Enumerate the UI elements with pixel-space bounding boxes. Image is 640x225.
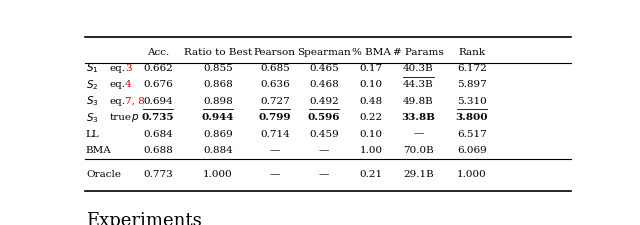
Text: —: — <box>319 170 329 179</box>
Text: 33.8B: 33.8B <box>401 113 435 122</box>
Text: —: — <box>269 146 280 155</box>
Text: 0.22: 0.22 <box>360 113 383 122</box>
Text: 0.735: 0.735 <box>141 113 174 122</box>
Text: $S_3$: $S_3$ <box>86 94 99 108</box>
Text: 1.000: 1.000 <box>203 170 233 179</box>
Text: 0.884: 0.884 <box>203 146 233 155</box>
Text: 0.17: 0.17 <box>360 64 383 73</box>
Text: 0.492: 0.492 <box>309 97 339 106</box>
Text: 0.714: 0.714 <box>260 130 290 139</box>
Text: Oracle: Oracle <box>86 170 121 179</box>
Text: 29.1B: 29.1B <box>403 170 434 179</box>
Text: Experiments: Experiments <box>86 212 202 225</box>
Text: —: — <box>413 130 424 139</box>
Text: $S_1$: $S_1$ <box>86 61 99 75</box>
Text: $S_3$: $S_3$ <box>86 111 99 124</box>
Text: 0.684: 0.684 <box>143 130 173 139</box>
Text: 1.000: 1.000 <box>457 170 486 179</box>
Text: 4: 4 <box>125 80 132 89</box>
Text: Pearson: Pearson <box>254 48 296 57</box>
Text: Rank: Rank <box>458 48 485 57</box>
Text: 40.3B: 40.3B <box>403 64 434 73</box>
Text: 0.868: 0.868 <box>203 80 233 89</box>
Text: 0.727: 0.727 <box>260 97 290 106</box>
Text: 0.48: 0.48 <box>360 97 383 106</box>
Text: 5.310: 5.310 <box>457 97 486 106</box>
Text: 0.688: 0.688 <box>143 146 173 155</box>
Text: BMA: BMA <box>86 146 112 155</box>
Text: 0.685: 0.685 <box>260 64 290 73</box>
Text: 0.465: 0.465 <box>309 64 339 73</box>
Text: —: — <box>319 146 329 155</box>
Text: LL: LL <box>86 130 100 139</box>
Text: % BMA: % BMA <box>352 48 390 57</box>
Text: 0.799: 0.799 <box>259 113 291 122</box>
Text: true: true <box>110 113 132 122</box>
Text: 0.10: 0.10 <box>360 130 383 139</box>
Text: $p$: $p$ <box>131 112 139 124</box>
Text: 0.662: 0.662 <box>143 64 173 73</box>
Text: 0.694: 0.694 <box>143 97 173 106</box>
Text: 0.21: 0.21 <box>360 170 383 179</box>
Text: —: — <box>269 170 280 179</box>
Text: Acc.: Acc. <box>147 48 169 57</box>
Text: 0.10: 0.10 <box>360 80 383 89</box>
Text: 0.468: 0.468 <box>309 80 339 89</box>
Text: 70.0B: 70.0B <box>403 146 434 155</box>
Text: 6.172: 6.172 <box>457 64 486 73</box>
Text: 0.596: 0.596 <box>308 113 340 122</box>
Text: 0.459: 0.459 <box>309 130 339 139</box>
Text: 44.3B: 44.3B <box>403 80 434 89</box>
Text: eq.: eq. <box>110 64 125 73</box>
Text: 1.00: 1.00 <box>360 146 383 155</box>
Text: 5.897: 5.897 <box>457 80 486 89</box>
Text: 0.855: 0.855 <box>203 64 233 73</box>
Text: $S_2$: $S_2$ <box>86 78 99 92</box>
Text: 0.636: 0.636 <box>260 80 290 89</box>
Text: 49.8B: 49.8B <box>403 97 434 106</box>
Text: 3: 3 <box>125 64 132 73</box>
Text: 0.773: 0.773 <box>143 170 173 179</box>
Text: 0.869: 0.869 <box>203 130 233 139</box>
Text: 6.517: 6.517 <box>457 130 486 139</box>
Text: 0.898: 0.898 <box>203 97 233 106</box>
Text: Ratio to Best: Ratio to Best <box>184 48 252 57</box>
Text: 7, 8: 7, 8 <box>125 97 145 106</box>
Text: 6.069: 6.069 <box>457 146 486 155</box>
Text: eq.: eq. <box>110 80 125 89</box>
Text: 0.676: 0.676 <box>143 80 173 89</box>
Text: Spearman: Spearman <box>297 48 351 57</box>
Text: # Params: # Params <box>393 48 444 57</box>
Text: 3.800: 3.800 <box>456 113 488 122</box>
Text: eq.: eq. <box>110 97 125 106</box>
Text: 0.944: 0.944 <box>202 113 234 122</box>
